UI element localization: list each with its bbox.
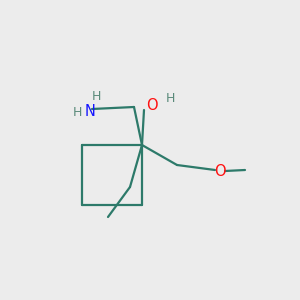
Text: N: N	[85, 104, 95, 119]
Text: H: H	[72, 106, 82, 118]
Text: O: O	[146, 98, 158, 113]
Text: H: H	[91, 89, 101, 103]
Text: H: H	[165, 92, 175, 104]
Text: O: O	[214, 164, 226, 178]
